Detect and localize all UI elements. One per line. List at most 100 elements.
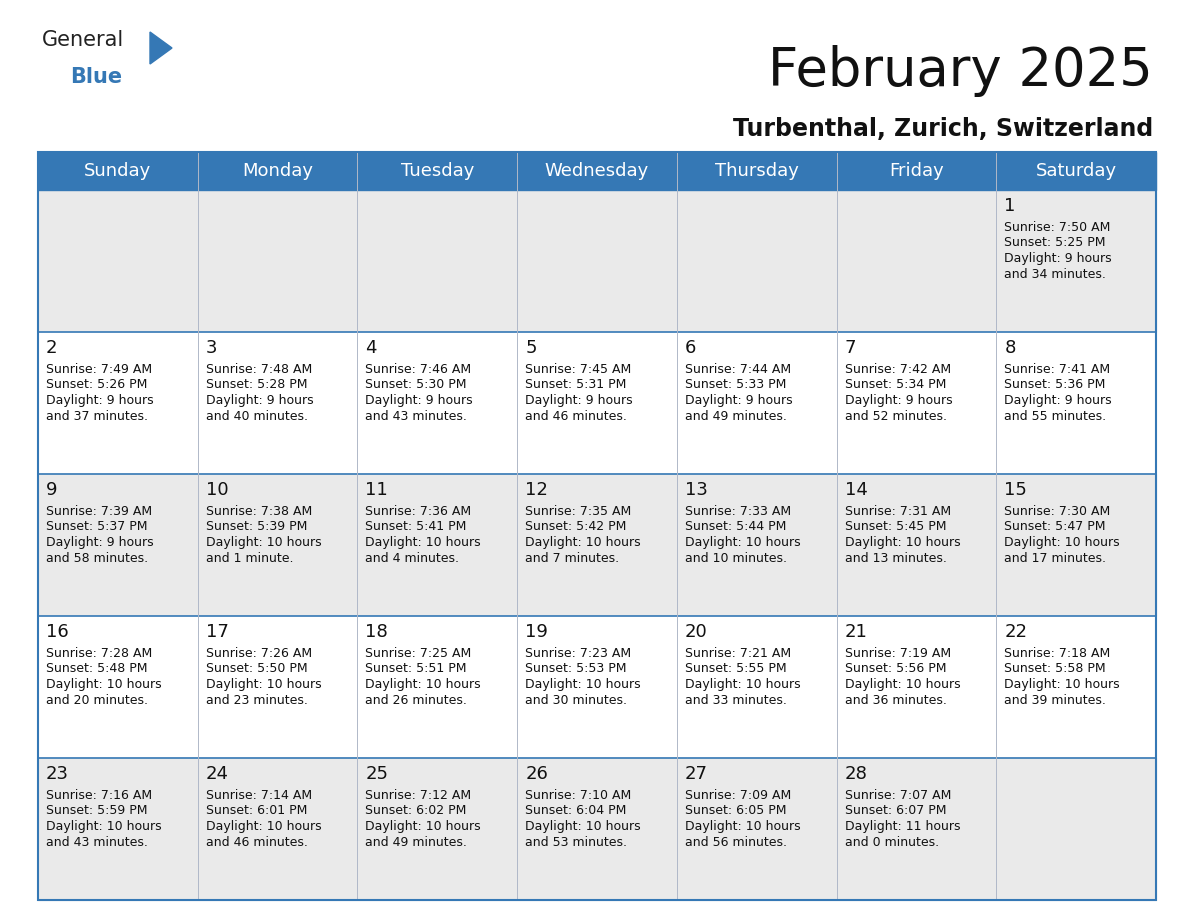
Text: 2: 2 [46, 339, 57, 357]
Text: and 46 minutes.: and 46 minutes. [525, 409, 627, 422]
Polygon shape [150, 32, 172, 64]
Bar [38, 190, 1156, 332]
Text: Sunrise: 7:44 AM: Sunrise: 7:44 AM [684, 363, 791, 376]
Text: 13: 13 [684, 481, 708, 499]
Text: Sunrise: 7:46 AM: Sunrise: 7:46 AM [366, 363, 472, 376]
Text: Sunset: 5:58 PM: Sunset: 5:58 PM [1004, 663, 1106, 676]
Text: and 33 minutes.: and 33 minutes. [684, 693, 786, 707]
Text: Sunrise: 7:49 AM: Sunrise: 7:49 AM [46, 363, 152, 376]
Text: 8: 8 [1004, 339, 1016, 357]
Text: and 7 minutes.: and 7 minutes. [525, 552, 619, 565]
Text: Daylight: 10 hours: Daylight: 10 hours [684, 820, 801, 833]
Text: Sunrise: 7:23 AM: Sunrise: 7:23 AM [525, 647, 631, 660]
Text: Daylight: 10 hours: Daylight: 10 hours [1004, 678, 1120, 691]
Text: Daylight: 10 hours: Daylight: 10 hours [525, 820, 640, 833]
Text: Sunset: 6:07 PM: Sunset: 6:07 PM [845, 804, 946, 818]
Bar [38, 758, 1156, 900]
Text: Daylight: 10 hours: Daylight: 10 hours [366, 678, 481, 691]
Text: Daylight: 9 hours: Daylight: 9 hours [46, 536, 153, 549]
Bar [38, 332, 1156, 474]
Text: Daylight: 9 hours: Daylight: 9 hours [46, 394, 153, 407]
Text: Sunrise: 7:36 AM: Sunrise: 7:36 AM [366, 505, 472, 518]
Text: and 52 minutes.: and 52 minutes. [845, 409, 947, 422]
Text: Sunset: 6:05 PM: Sunset: 6:05 PM [684, 804, 786, 818]
Text: Daylight: 10 hours: Daylight: 10 hours [525, 536, 640, 549]
Text: Sunset: 5:36 PM: Sunset: 5:36 PM [1004, 378, 1106, 391]
Text: Sunset: 5:45 PM: Sunset: 5:45 PM [845, 521, 946, 533]
Text: 25: 25 [366, 765, 388, 783]
Text: Daylight: 10 hours: Daylight: 10 hours [845, 536, 960, 549]
Text: Monday: Monday [242, 162, 314, 180]
Text: Sunrise: 7:28 AM: Sunrise: 7:28 AM [46, 647, 152, 660]
Text: Sunrise: 7:26 AM: Sunrise: 7:26 AM [206, 647, 311, 660]
Text: Sunrise: 7:18 AM: Sunrise: 7:18 AM [1004, 647, 1111, 660]
Text: Sunset: 6:02 PM: Sunset: 6:02 PM [366, 804, 467, 818]
Text: Daylight: 10 hours: Daylight: 10 hours [525, 678, 640, 691]
Text: and 17 minutes.: and 17 minutes. [1004, 552, 1106, 565]
Text: and 0 minutes.: and 0 minutes. [845, 835, 939, 848]
Text: Sunrise: 7:42 AM: Sunrise: 7:42 AM [845, 363, 950, 376]
Text: 3: 3 [206, 339, 217, 357]
Bar [38, 474, 1156, 616]
Text: Sunrise: 7:12 AM: Sunrise: 7:12 AM [366, 789, 472, 802]
Text: Sunrise: 7:19 AM: Sunrise: 7:19 AM [845, 647, 950, 660]
Bar [38, 152, 1156, 900]
Text: Sunset: 5:33 PM: Sunset: 5:33 PM [684, 378, 786, 391]
Text: Sunset: 5:26 PM: Sunset: 5:26 PM [46, 378, 147, 391]
Text: 10: 10 [206, 481, 228, 499]
Text: 18: 18 [366, 623, 388, 641]
Text: Sunrise: 7:14 AM: Sunrise: 7:14 AM [206, 789, 311, 802]
Text: Sunset: 5:39 PM: Sunset: 5:39 PM [206, 521, 307, 533]
Text: Daylight: 10 hours: Daylight: 10 hours [684, 536, 801, 549]
Text: and 56 minutes.: and 56 minutes. [684, 835, 786, 848]
Text: Sunset: 5:55 PM: Sunset: 5:55 PM [684, 663, 786, 676]
Text: 27: 27 [684, 765, 708, 783]
Text: Tuesday: Tuesday [400, 162, 474, 180]
Text: Sunrise: 7:21 AM: Sunrise: 7:21 AM [684, 647, 791, 660]
Text: Sunset: 6:04 PM: Sunset: 6:04 PM [525, 804, 626, 818]
Text: Sunset: 5:53 PM: Sunset: 5:53 PM [525, 663, 626, 676]
Text: Thursday: Thursday [715, 162, 798, 180]
Text: and 30 minutes.: and 30 minutes. [525, 693, 627, 707]
Text: Daylight: 10 hours: Daylight: 10 hours [845, 678, 960, 691]
Text: and 23 minutes.: and 23 minutes. [206, 693, 308, 707]
Text: 12: 12 [525, 481, 548, 499]
Text: and 34 minutes.: and 34 minutes. [1004, 267, 1106, 281]
Text: Sunset: 5:44 PM: Sunset: 5:44 PM [684, 521, 786, 533]
Text: and 37 minutes.: and 37 minutes. [46, 409, 148, 422]
Text: Sunset: 5:48 PM: Sunset: 5:48 PM [46, 663, 147, 676]
Text: Sunset: 5:50 PM: Sunset: 5:50 PM [206, 663, 308, 676]
Text: Daylight: 9 hours: Daylight: 9 hours [206, 394, 314, 407]
Text: Sunrise: 7:07 AM: Sunrise: 7:07 AM [845, 789, 950, 802]
Text: 28: 28 [845, 765, 867, 783]
Text: February 2025: February 2025 [769, 45, 1154, 97]
Text: and 43 minutes.: and 43 minutes. [366, 409, 467, 422]
Text: Daylight: 9 hours: Daylight: 9 hours [684, 394, 792, 407]
Text: 23: 23 [46, 765, 69, 783]
Text: Daylight: 10 hours: Daylight: 10 hours [1004, 536, 1120, 549]
Text: Daylight: 9 hours: Daylight: 9 hours [1004, 394, 1112, 407]
Text: 21: 21 [845, 623, 867, 641]
Text: Sunrise: 7:41 AM: Sunrise: 7:41 AM [1004, 363, 1111, 376]
Text: and 40 minutes.: and 40 minutes. [206, 409, 308, 422]
Text: Sunset: 5:28 PM: Sunset: 5:28 PM [206, 378, 308, 391]
Text: 22: 22 [1004, 623, 1028, 641]
Text: Sunrise: 7:35 AM: Sunrise: 7:35 AM [525, 505, 631, 518]
Text: 26: 26 [525, 765, 548, 783]
Bar [38, 152, 1156, 190]
Text: 24: 24 [206, 765, 229, 783]
Text: and 58 minutes.: and 58 minutes. [46, 552, 148, 565]
Text: Daylight: 10 hours: Daylight: 10 hours [46, 678, 162, 691]
Text: 7: 7 [845, 339, 857, 357]
Text: and 53 minutes.: and 53 minutes. [525, 835, 627, 848]
Text: 1: 1 [1004, 197, 1016, 215]
Text: and 26 minutes.: and 26 minutes. [366, 693, 467, 707]
Text: 17: 17 [206, 623, 228, 641]
Text: Sunrise: 7:33 AM: Sunrise: 7:33 AM [684, 505, 791, 518]
Text: and 36 minutes.: and 36 minutes. [845, 693, 947, 707]
Text: and 10 minutes.: and 10 minutes. [684, 552, 786, 565]
Text: Wednesday: Wednesday [545, 162, 649, 180]
Text: Sunrise: 7:39 AM: Sunrise: 7:39 AM [46, 505, 152, 518]
Text: Sunset: 5:56 PM: Sunset: 5:56 PM [845, 663, 946, 676]
Text: and 4 minutes.: and 4 minutes. [366, 552, 460, 565]
